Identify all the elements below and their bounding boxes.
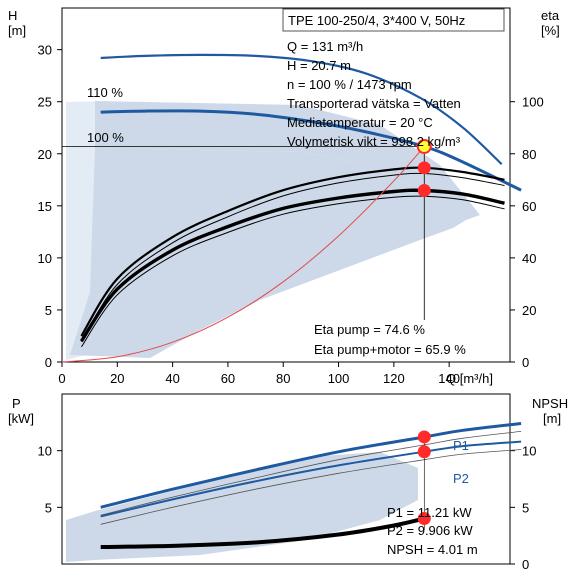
x-tick-label: 140: [438, 371, 460, 386]
bottom-panel: 5 10 0 5 10 P [kW] NPSH [m] P1 P2 P1 = 11.21…: [8, 393, 568, 572]
duty-point-marker: [416, 138, 432, 154]
right-tick-label: 40: [522, 251, 536, 266]
info-head: H = 20.7 m: [287, 58, 351, 73]
series-band-eta-pump-motor: [80, 195, 505, 348]
x-tick-label: 60: [221, 371, 235, 386]
info-temperature: Mediatemperatur = 20 °C: [287, 115, 433, 130]
x-tick-label: 120: [383, 371, 405, 386]
top-left-axis-title-2: [m]: [8, 23, 26, 38]
series-100-: [100, 109, 522, 192]
info-speed: n = 100 % / 1473 rpm: [287, 77, 412, 92]
bottom-right-tick-label: 0: [522, 557, 529, 572]
left-tick-label: 30: [38, 43, 52, 58]
series-band-eta-pump: [80, 172, 505, 342]
bottom-left-axis-title-2: [kW]: [8, 411, 34, 426]
left-tick-label: 10: [38, 251, 52, 266]
bottom-right-axis-title-2: [m]: [543, 411, 561, 426]
top-panel: 0 20 40 60 80 100 120 140 0 5 10 15 20 25 30 0 20 40 60 80 1…: [8, 7, 560, 386]
right-tick-label: 20: [522, 303, 536, 318]
x-tick-label: 0: [58, 371, 65, 386]
series-band-p1: [100, 431, 522, 516]
power-area: [66, 452, 418, 562]
operating-area-upper: [95, 101, 480, 220]
right-tick-label: 100: [522, 95, 544, 110]
eta-pump-label: Eta pump = 74.6 %: [314, 322, 425, 337]
left-tick-label: 0: [45, 355, 52, 370]
p1-marker: [417, 430, 431, 444]
left-tick-label: 5: [45, 303, 52, 318]
info-flow: Q = 131 m³/h: [287, 39, 363, 54]
bottom-right-axis-title-1: NPSH: [532, 396, 568, 411]
top-right-axis-title-1: eta: [541, 8, 560, 23]
curve-label-100: 100 %: [87, 130, 124, 145]
series-p1: [100, 422, 522, 509]
chart-title: TPE 100-250/4, 3*400 V, 50Hz: [288, 13, 465, 28]
eta-pump-motor-marker: [417, 183, 431, 197]
series-p2: [100, 440, 522, 518]
series-npsh: [100, 516, 425, 549]
right-tick-label: 80: [522, 147, 536, 162]
bottom-left-tick-label: 5: [45, 500, 52, 515]
curve-label-p1: P1: [453, 438, 469, 453]
series-eta-pump-motor: [79, 188, 505, 343]
bottom-left-tick-label: 10: [38, 444, 52, 459]
bottom-plot-frame: [61, 393, 511, 565]
curve-label-p2: P2: [453, 471, 469, 486]
series-band-p2: [100, 449, 522, 525]
power-p1-label: P1 = 11.21 kW: [387, 505, 472, 520]
series-system-curve: [61, 146, 425, 363]
power-p2-label: P2 = 9.906 kW: [387, 523, 473, 538]
npsh-marker: [417, 512, 431, 526]
left-tick-label: 25: [38, 95, 52, 110]
x-tick-label: 100: [328, 371, 350, 386]
left-tick-label: 15: [38, 199, 52, 214]
x-tick-label: 40: [165, 371, 179, 386]
bottom-right-tick-label: 5: [522, 500, 529, 515]
right-tick-label: 0: [522, 355, 529, 370]
series-eta-pump: [80, 166, 505, 337]
x-axis-title: Q [m³/h]: [446, 371, 493, 386]
p2-marker: [417, 445, 431, 459]
bottom-left-axis-title-1: P: [12, 396, 21, 411]
series-110-: [100, 53, 503, 165]
top-left-axis-title-1: H: [8, 8, 17, 23]
operating-area-light: [66, 101, 110, 360]
top-right-axis-title-2: [%]: [541, 23, 560, 38]
left-tick-label: 20: [38, 147, 52, 162]
operating-area: [70, 148, 466, 358]
title-box: [282, 8, 505, 32]
right-tick-label: 60: [522, 199, 536, 214]
eta-pump-motor-label: Eta pump+motor = 65.9 %: [314, 342, 466, 357]
info-liquid: Transporterad vätska = Vatten: [287, 96, 461, 111]
info-density: Volymetrisk vikt = 998.2 kg/m³: [287, 134, 461, 149]
eta-pump-marker: [417, 161, 431, 175]
x-tick-label: 80: [276, 371, 290, 386]
x-tick-label: 20: [110, 371, 124, 386]
npsh-label: NPSH = 4.01 m: [387, 542, 478, 557]
curve-label-110: 110 %: [87, 85, 123, 100]
bottom-right-tick-label: 10: [522, 444, 536, 459]
